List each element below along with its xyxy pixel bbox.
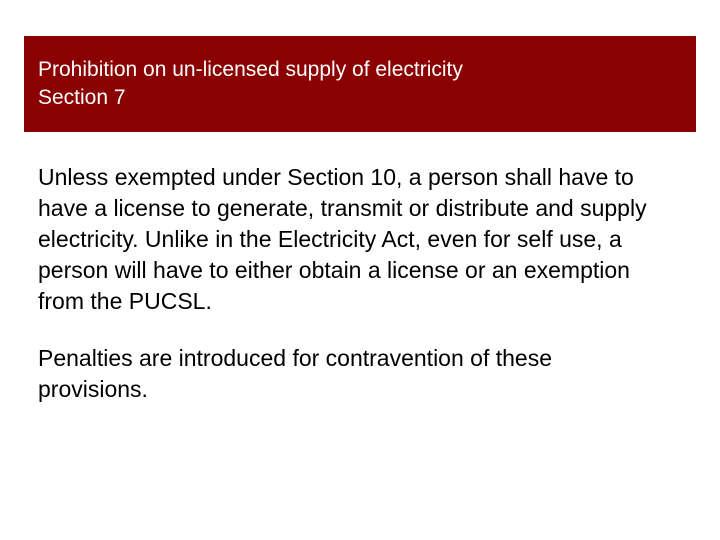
header-title-line1: Prohibition on un-licensed supply of ele…: [38, 56, 682, 84]
body-paragraph-2: Penalties are introduced for contraventi…: [38, 343, 664, 405]
body-area: Unless exempted under Section 10, a pers…: [38, 162, 664, 431]
body-paragraph-1: Unless exempted under Section 10, a pers…: [38, 162, 664, 317]
header-band: Prohibition on un-licensed supply of ele…: [24, 36, 696, 132]
slide: Prohibition on un-licensed supply of ele…: [0, 0, 720, 540]
header-title-line2: Section 7: [38, 84, 682, 112]
